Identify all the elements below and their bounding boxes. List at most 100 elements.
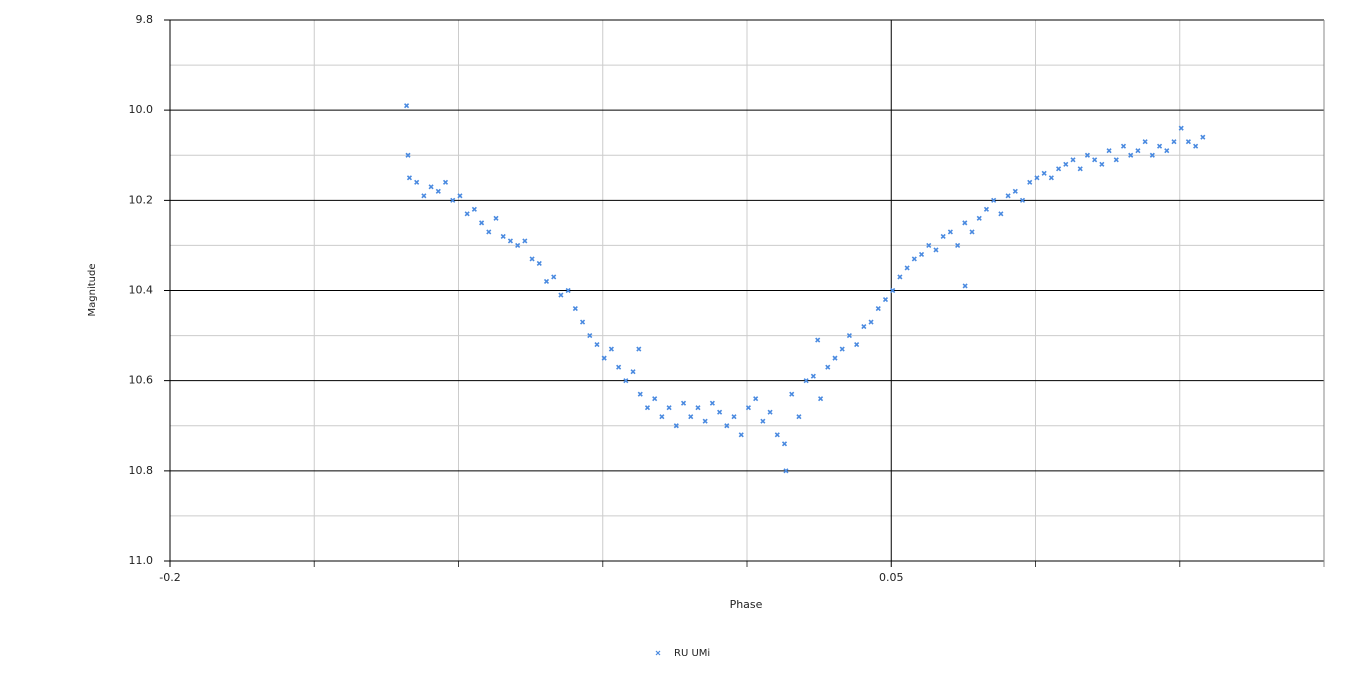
data-point bbox=[406, 175, 413, 181]
data-point bbox=[486, 229, 492, 235]
data-point bbox=[955, 242, 961, 248]
data-point bbox=[1200, 134, 1206, 140]
data-point bbox=[774, 432, 780, 438]
data-point bbox=[515, 242, 521, 248]
data-point bbox=[1063, 161, 1069, 167]
data-point bbox=[962, 283, 968, 289]
legend-label: RU UMi bbox=[674, 648, 710, 659]
data-point bbox=[1193, 143, 1199, 149]
data-point bbox=[1012, 188, 1018, 194]
y-tick-label: 10.6 bbox=[129, 374, 154, 387]
data-point bbox=[991, 197, 997, 203]
data-point bbox=[926, 242, 932, 248]
data-point bbox=[405, 152, 411, 158]
data-point bbox=[875, 305, 881, 312]
data-point bbox=[962, 220, 968, 226]
data-point bbox=[404, 103, 410, 109]
data-point bbox=[500, 233, 506, 239]
legend-marker bbox=[655, 650, 661, 656]
data-point bbox=[890, 287, 896, 294]
data-point bbox=[1084, 152, 1090, 158]
data-point bbox=[695, 405, 701, 411]
y-tick-label: 10.0 bbox=[129, 103, 154, 116]
data-point bbox=[760, 418, 766, 424]
data-point bbox=[825, 364, 831, 370]
data-point bbox=[832, 355, 838, 361]
data-point bbox=[947, 229, 953, 235]
data-point bbox=[846, 333, 852, 339]
data-point bbox=[428, 184, 434, 190]
data-point bbox=[702, 418, 708, 424]
data-point bbox=[1164, 148, 1170, 154]
data-point bbox=[551, 274, 557, 280]
y-tick-label: 10.8 bbox=[129, 464, 154, 477]
data-point bbox=[1178, 125, 1184, 131]
data-point bbox=[1027, 179, 1033, 185]
data-point bbox=[783, 468, 789, 474]
data-point bbox=[507, 238, 513, 244]
data-point bbox=[815, 337, 821, 343]
data-point bbox=[536, 260, 542, 267]
data-point bbox=[1056, 166, 1062, 172]
data-point bbox=[680, 400, 687, 406]
data-point bbox=[796, 414, 802, 420]
data-point bbox=[616, 364, 622, 370]
data-point bbox=[1005, 193, 1011, 199]
data-point bbox=[940, 233, 946, 239]
data-point bbox=[839, 346, 845, 352]
data-point bbox=[969, 229, 975, 235]
data-point bbox=[803, 378, 809, 384]
x-axis-title: Phase bbox=[730, 598, 763, 611]
y-tick-label: 10.4 bbox=[129, 284, 154, 297]
data-point bbox=[644, 405, 651, 411]
data-point bbox=[558, 292, 564, 298]
data-point bbox=[421, 193, 427, 199]
data-point bbox=[738, 432, 744, 438]
data-point bbox=[464, 211, 470, 217]
y-tick-label: 9.8 bbox=[136, 13, 154, 26]
data-point bbox=[543, 278, 550, 285]
data-point bbox=[529, 256, 535, 262]
data-point bbox=[587, 333, 593, 339]
data-point bbox=[1135, 148, 1141, 154]
data-point bbox=[1185, 139, 1191, 145]
data-point bbox=[724, 423, 730, 429]
data-point bbox=[1048, 175, 1054, 181]
data-point bbox=[522, 238, 528, 244]
data-point bbox=[601, 355, 607, 361]
data-point bbox=[1092, 157, 1098, 163]
data-point bbox=[1120, 143, 1127, 149]
data-point bbox=[1113, 157, 1119, 163]
data-point bbox=[998, 211, 1004, 217]
data-point bbox=[637, 391, 643, 397]
data-point bbox=[918, 251, 925, 257]
data-point bbox=[636, 346, 642, 352]
data-point bbox=[1156, 143, 1163, 149]
data-point bbox=[789, 391, 795, 397]
data-point bbox=[659, 414, 665, 420]
data-point bbox=[471, 206, 477, 212]
data-point bbox=[688, 414, 694, 420]
data-point bbox=[911, 256, 917, 262]
data-point bbox=[983, 206, 990, 212]
data-point bbox=[623, 378, 629, 384]
data-point bbox=[1142, 139, 1148, 145]
data-point bbox=[1171, 139, 1177, 145]
data-point bbox=[868, 319, 874, 325]
data-point bbox=[745, 405, 752, 411]
data-point bbox=[882, 296, 889, 303]
data-point bbox=[753, 396, 759, 402]
data-point bbox=[414, 179, 420, 185]
data-point bbox=[630, 369, 636, 375]
data-point bbox=[442, 179, 449, 185]
data-point bbox=[652, 396, 658, 402]
data-point bbox=[854, 342, 860, 348]
data-point bbox=[933, 247, 939, 253]
data-point bbox=[579, 319, 586, 325]
data-point bbox=[608, 346, 614, 352]
data-point bbox=[594, 342, 600, 348]
data-point bbox=[731, 414, 737, 420]
data-point bbox=[666, 405, 672, 411]
data-point bbox=[1034, 175, 1040, 181]
